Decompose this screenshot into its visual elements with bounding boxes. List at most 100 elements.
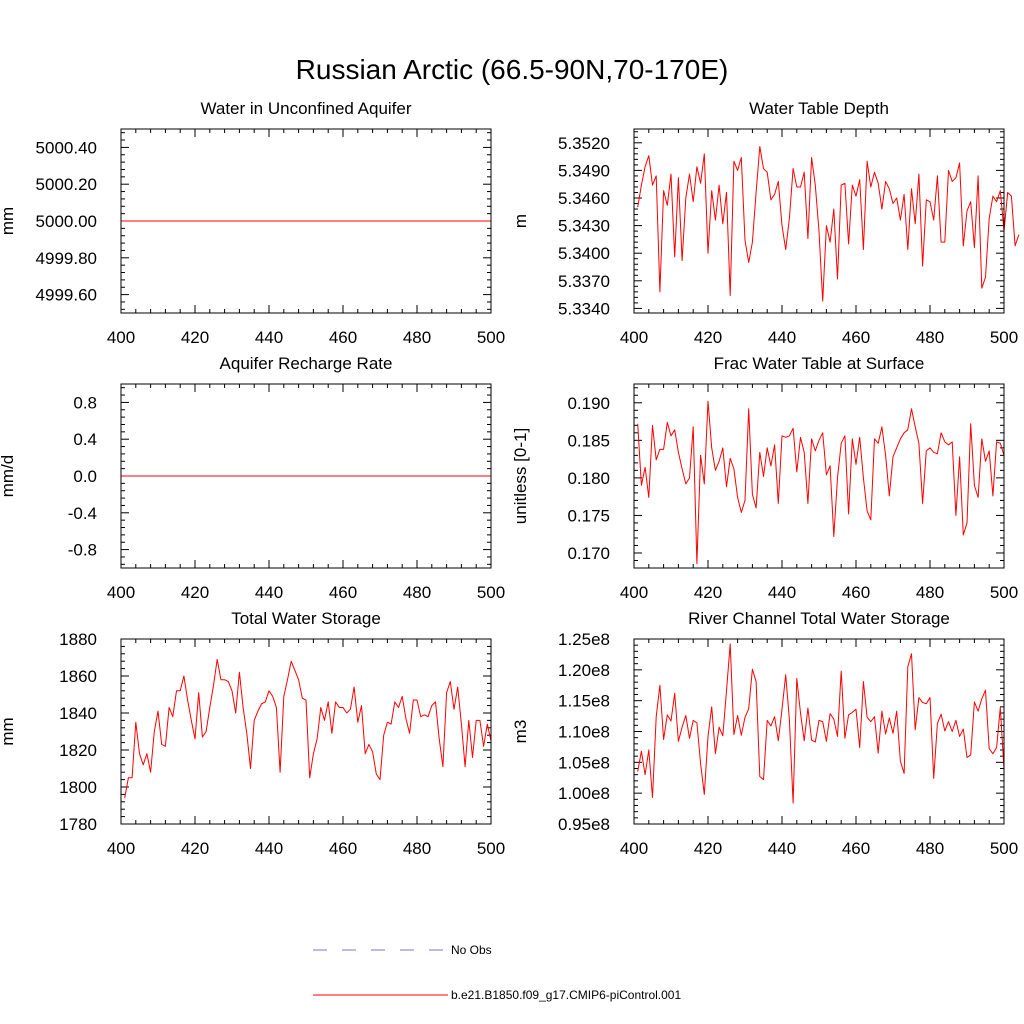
y-tick-label: 0.180 <box>567 469 610 488</box>
x-tick-label: 500 <box>990 583 1018 602</box>
x-tick-label: 400 <box>107 839 135 858</box>
y-tick-label: -0.8 <box>68 541 97 560</box>
y-axis-label: m <box>511 214 530 228</box>
x-tick-label: 480 <box>916 839 944 858</box>
panel-total-water-storage: Total Water Storage mm 400 420 440 460 480 500 1… <box>0 609 505 858</box>
y-tick-label: 0.4 <box>73 430 97 449</box>
series-line <box>637 400 1005 564</box>
y-tick-label: 5000.00 <box>36 212 97 231</box>
panel-aquifer-recharge-rate: Aquifer Recharge Rate mm/d 400 420 440 460 480… <box>0 354 505 602</box>
y-tick-label: -0.4 <box>68 504 97 523</box>
x-tick-label: 480 <box>403 583 431 602</box>
y-tick-label: 5000.20 <box>36 175 97 194</box>
y-axis-label: mm/d <box>0 455 17 498</box>
y-tick-label: 5.3490 <box>558 161 610 180</box>
panel-title: River Channel Total Water Storage <box>688 609 950 628</box>
y-tick-label: 5.3430 <box>558 217 610 236</box>
x-tick-label: 420 <box>694 583 722 602</box>
x-tick-label: 460 <box>842 328 870 347</box>
x-tick-label: 480 <box>403 328 431 347</box>
plot-frame <box>633 383 1005 569</box>
x-tick-label: 420 <box>694 839 722 858</box>
y-tick-label: 0.0 <box>73 467 97 486</box>
x-tick-label: 400 <box>107 583 135 602</box>
plot-frame <box>120 383 492 569</box>
y-tick-label: 0.8 <box>73 393 97 412</box>
series-line <box>637 643 1005 804</box>
x-tick-label: 400 <box>107 328 135 347</box>
x-tick-label: 500 <box>477 583 505 602</box>
x-tick-label: 460 <box>842 583 870 602</box>
panel-title: Water in Unconfined Aquifer <box>200 99 411 118</box>
legend-label-picontrol: b.e21.B1850.f09_g17.CMIP6-piControl.001 <box>451 988 681 1002</box>
y-axis-label: mm <box>0 717 17 745</box>
x-tick-label: 400 <box>620 328 648 347</box>
y-axis-label: m3 <box>511 720 530 744</box>
panel-title: Aquifer Recharge Rate <box>220 354 393 373</box>
y-tick-label: 1840 <box>59 704 97 723</box>
y-tick-label: 1.15e8 <box>558 692 610 711</box>
x-tick-label: 500 <box>477 328 505 347</box>
y-tick-label: 1.05e8 <box>558 753 610 772</box>
panel-title: Water Table Depth <box>749 99 889 118</box>
x-tick-label: 480 <box>916 328 944 347</box>
y-tick-label: 0.185 <box>567 431 610 450</box>
y-tick-label: 1.20e8 <box>558 661 610 680</box>
y-tick-label: 4999.60 <box>36 286 97 305</box>
x-tick-label: 420 <box>181 328 209 347</box>
panel-river-channel-total-water-storage: River Channel Total Water Storage m3 400 42… <box>511 609 1018 858</box>
x-tick-label: 460 <box>329 839 357 858</box>
x-tick-label: 440 <box>255 583 283 602</box>
x-tick-label: 440 <box>255 839 283 858</box>
legend-label-no-obs: No Obs <box>451 943 492 957</box>
panel-water-in-unconfined-aquifer: Water in Unconfined Aquifer mm 400 420 440 46… <box>0 99 505 347</box>
panel-frac-water-table-at-surface: Frac Water Table at Surface unitless [0-1… <box>511 354 1018 602</box>
x-tick-label: 440 <box>768 583 796 602</box>
series-line <box>124 658 492 799</box>
plot-frame <box>120 638 492 825</box>
y-tick-label: 5000.40 <box>36 138 97 157</box>
x-tick-label: 400 <box>620 583 648 602</box>
x-tick-label: 460 <box>329 583 357 602</box>
y-tick-label: 0.170 <box>567 544 610 563</box>
y-tick-label: 4999.80 <box>36 249 97 268</box>
y-tick-label: 1800 <box>59 778 97 797</box>
x-tick-label: 440 <box>255 328 283 347</box>
y-tick-label: 0.95e8 <box>558 815 610 834</box>
panel-water-table-depth: Water Table Depth m 400 420 440 460 480 500 5.33… <box>511 99 1020 347</box>
series-line <box>637 145 1020 302</box>
y-tick-label: 1.00e8 <box>558 784 610 803</box>
y-axis-label: mm <box>0 207 17 235</box>
x-tick-label: 460 <box>842 839 870 858</box>
x-tick-label: 420 <box>694 328 722 347</box>
y-tick-label: 0.175 <box>567 506 610 525</box>
y-tick-label: 1880 <box>59 630 97 649</box>
y-axis-label: unitless [0-1] <box>511 428 530 524</box>
x-tick-label: 500 <box>990 839 1018 858</box>
plot-frame <box>633 638 1005 825</box>
panel-title: Total Water Storage <box>231 609 381 628</box>
panel-title: Frac Water Table at Surface <box>714 354 925 373</box>
x-tick-label: 460 <box>329 328 357 347</box>
x-tick-label: 500 <box>477 839 505 858</box>
y-tick-label: 0.190 <box>567 394 610 413</box>
x-tick-label: 480 <box>916 583 944 602</box>
y-tick-label: 1.10e8 <box>558 723 610 742</box>
y-tick-label: 1860 <box>59 667 97 686</box>
plot-frame <box>633 128 1005 314</box>
legend: No Obs b.e21.B1850.f09_g17.CMIP6-piContr… <box>313 943 681 1002</box>
x-tick-label: 440 <box>768 328 796 347</box>
panels: Water in Unconfined Aquifer mm 400 420 440 46… <box>0 99 1020 858</box>
x-tick-label: 440 <box>768 839 796 858</box>
figure-title: Russian Arctic (66.5-90N,70-170E) <box>296 54 729 85</box>
y-tick-label: 5.3340 <box>558 299 610 318</box>
y-tick-label: 5.3370 <box>558 272 610 291</box>
x-tick-label: 420 <box>181 583 209 602</box>
plot-frame <box>120 128 492 314</box>
y-tick-label: 1780 <box>59 815 97 834</box>
x-tick-label: 480 <box>403 839 431 858</box>
x-tick-label: 500 <box>990 328 1018 347</box>
x-tick-label: 400 <box>620 839 648 858</box>
